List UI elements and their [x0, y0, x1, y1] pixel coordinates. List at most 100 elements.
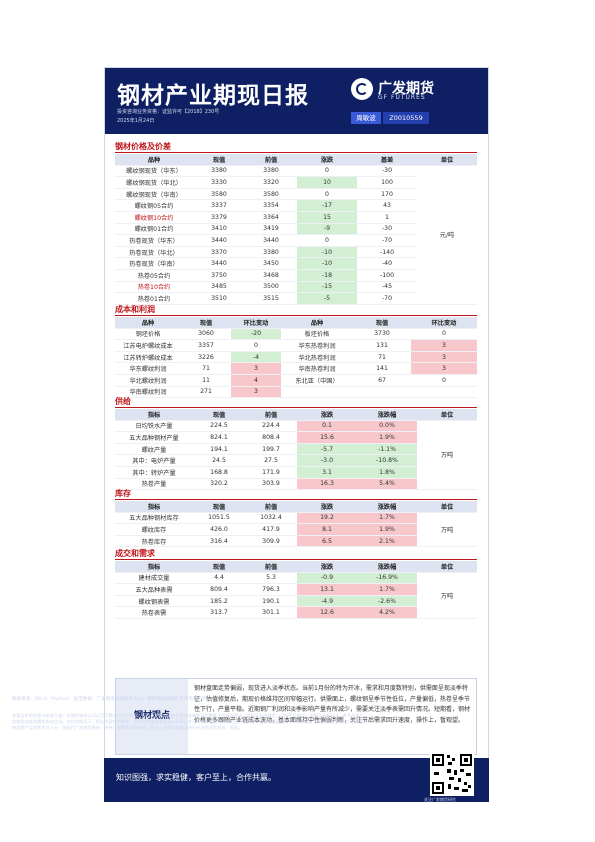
change-value: -20: [231, 328, 281, 341]
column-header: 指标: [115, 561, 193, 573]
change-value: 3: [411, 351, 477, 364]
change-pct: 0.0%: [357, 420, 417, 433]
logo-cn: 广发期货: [378, 81, 434, 97]
table-row: 钢坯价格 3060 -20 板坯价格 3730 0: [115, 328, 477, 341]
change-value: 3: [231, 386, 281, 399]
section-inventory-title: 库存: [115, 489, 131, 498]
current-value: 224.5: [193, 420, 245, 433]
row-label: 螺纹钢05合约: [115, 199, 193, 212]
row-label: 钢坯价格: [115, 328, 181, 341]
column-header: 现值: [193, 154, 245, 166]
current-value: 824.1: [193, 431, 245, 444]
current-value: 3440: [193, 257, 245, 270]
table-row: 五大品种钢材产量 824.1 808.4 15.6 1.9%: [115, 431, 477, 444]
row-label: 热卷现货（华南）: [115, 257, 193, 270]
row-label: 热卷库存: [115, 535, 193, 548]
table-row: 五大品种钢材库存 1051.5 1032.4 19.2 1.7% 万吨: [115, 512, 477, 548]
current-value: 3370: [193, 246, 245, 259]
current-value: 313.7: [193, 606, 245, 619]
column-header: 单位: [417, 501, 477, 513]
change-value: 0: [411, 328, 477, 341]
table-row: 江苏转炉螺纹成本 3226 -4 华北热卷利润 71 3: [115, 351, 477, 364]
current-value: 3380: [193, 165, 245, 178]
table-row: 其中：电炉产量 24.5 27.5 -3.0 -10.8%: [115, 454, 477, 467]
row-label: [281, 386, 353, 399]
current-value: 71: [181, 362, 231, 375]
basis-value: -100: [357, 269, 417, 282]
change-value: 12.6: [297, 606, 357, 619]
column-header: 前值: [245, 501, 297, 513]
table-row: 热卷现货（华南） 3440 3450 -10 -40: [115, 257, 477, 270]
price-table: 品种 现值 前值 涨跌 基差 单位 螺纹钢现货（华东） 3380 3380 0 -30 元/吨 螺纹钢现…: [115, 154, 477, 305]
row-label: 华北螺纹利润: [115, 374, 181, 387]
current-value: 67: [353, 374, 411, 387]
row-label: 热卷10合约: [115, 281, 193, 294]
basis-value: -45: [357, 281, 417, 294]
table-row: 螺纹钢10合约 3379 3364 15 1: [115, 211, 477, 224]
basis-value: 170: [357, 188, 417, 201]
current-value: 3750: [193, 269, 245, 282]
change-value: -5: [297, 292, 357, 305]
change-value: 13.1: [297, 583, 357, 596]
change-pct: 1.9%: [357, 523, 417, 536]
qr-caption: 关注广发期货研究: [424, 797, 456, 802]
row-label: 螺纹钢表需: [115, 595, 193, 608]
row-label: 板坯价格: [281, 328, 353, 341]
column-header: 涨跌: [297, 501, 357, 513]
row-label: 热卷产量: [115, 478, 193, 491]
change-pct: 1.7%: [357, 512, 417, 525]
previous-value: 3468: [245, 269, 297, 282]
current-value: 809.4: [193, 583, 245, 596]
change-value: 16.3: [297, 478, 357, 491]
column-header: 品种: [115, 317, 181, 329]
section-supply-title: 供给: [115, 397, 131, 406]
previous-value: 27.5: [245, 454, 297, 467]
table-row: 其中：转炉产量 168.8 171.9 3.1 1.8%: [115, 466, 477, 479]
column-header: 品种: [115, 154, 193, 166]
change-value: 19.2: [297, 512, 357, 525]
row-label: 五大品种表需: [115, 583, 193, 596]
row-label: 螺纹钢现货（华东）: [115, 165, 193, 178]
previous-value: 199.7: [245, 443, 297, 456]
table-row: 华北螺纹利润 11 4 东北亚（中国） 67 0: [115, 374, 477, 387]
change-value: 3.1: [297, 466, 357, 479]
basis-value: -30: [357, 223, 417, 236]
table-row: 华南螺纹利润 271 3: [115, 386, 477, 399]
demand-table: 指标 现值 前值 涨跌 涨跌幅 单位 建材成交量 4.4 5.3 -0.9 -16.9% 万吨 五大品种…: [115, 561, 477, 619]
gf-logo: 广发期货 GF FUTURES: [351, 78, 471, 104]
row-label: 东北亚（中国）: [281, 374, 353, 387]
previous-value: 3500: [245, 281, 297, 294]
column-header: 前值: [245, 409, 297, 421]
change-pct: 4.2%: [357, 606, 417, 619]
previous-value: 417.9: [245, 523, 297, 536]
change-value: 15.6: [297, 431, 357, 444]
change-value: -18: [297, 269, 357, 282]
change-value: 10: [297, 176, 357, 189]
unit-label: 万吨: [417, 572, 477, 619]
report-title: 钢材产业期现日报: [117, 83, 309, 109]
qr-code: [430, 752, 474, 796]
unit-label: 元/吨: [417, 165, 477, 305]
divider: [115, 152, 477, 153]
row-label: 螺纹钢10合约: [115, 211, 193, 224]
change-pct: 2.1%: [357, 535, 417, 548]
table-row: 螺纹钢现货（华北） 3330 3320 10 100: [115, 176, 477, 189]
column-header: 品种: [281, 317, 353, 329]
row-label: 热卷05合约: [115, 269, 193, 282]
basis-value: -40: [357, 257, 417, 270]
current-value: 71: [353, 351, 411, 364]
current-value: 3510: [193, 292, 245, 305]
row-label: 华南热卷利润: [281, 362, 353, 375]
current-value: 185.2: [193, 595, 245, 608]
current-value: 24.5: [193, 454, 245, 467]
footer-band: [104, 758, 489, 802]
disclaimer: 免责声明 本报告中的信息均来源于被广发期货有限公司认为可靠的已公开资料，但广发期…: [12, 707, 367, 731]
column-header: 现值: [193, 409, 245, 421]
table-header-row: 品种 现值 前值 涨跌 基差 单位: [115, 154, 477, 166]
section-prices-title: 钢材价格及价差: [115, 142, 171, 151]
current-value: 1051.5: [193, 512, 245, 525]
basis-value: -70: [357, 234, 417, 247]
column-header: 单位: [417, 561, 477, 573]
logo-en: GF FUTURES: [378, 94, 426, 101]
change-value: -4: [231, 351, 281, 364]
